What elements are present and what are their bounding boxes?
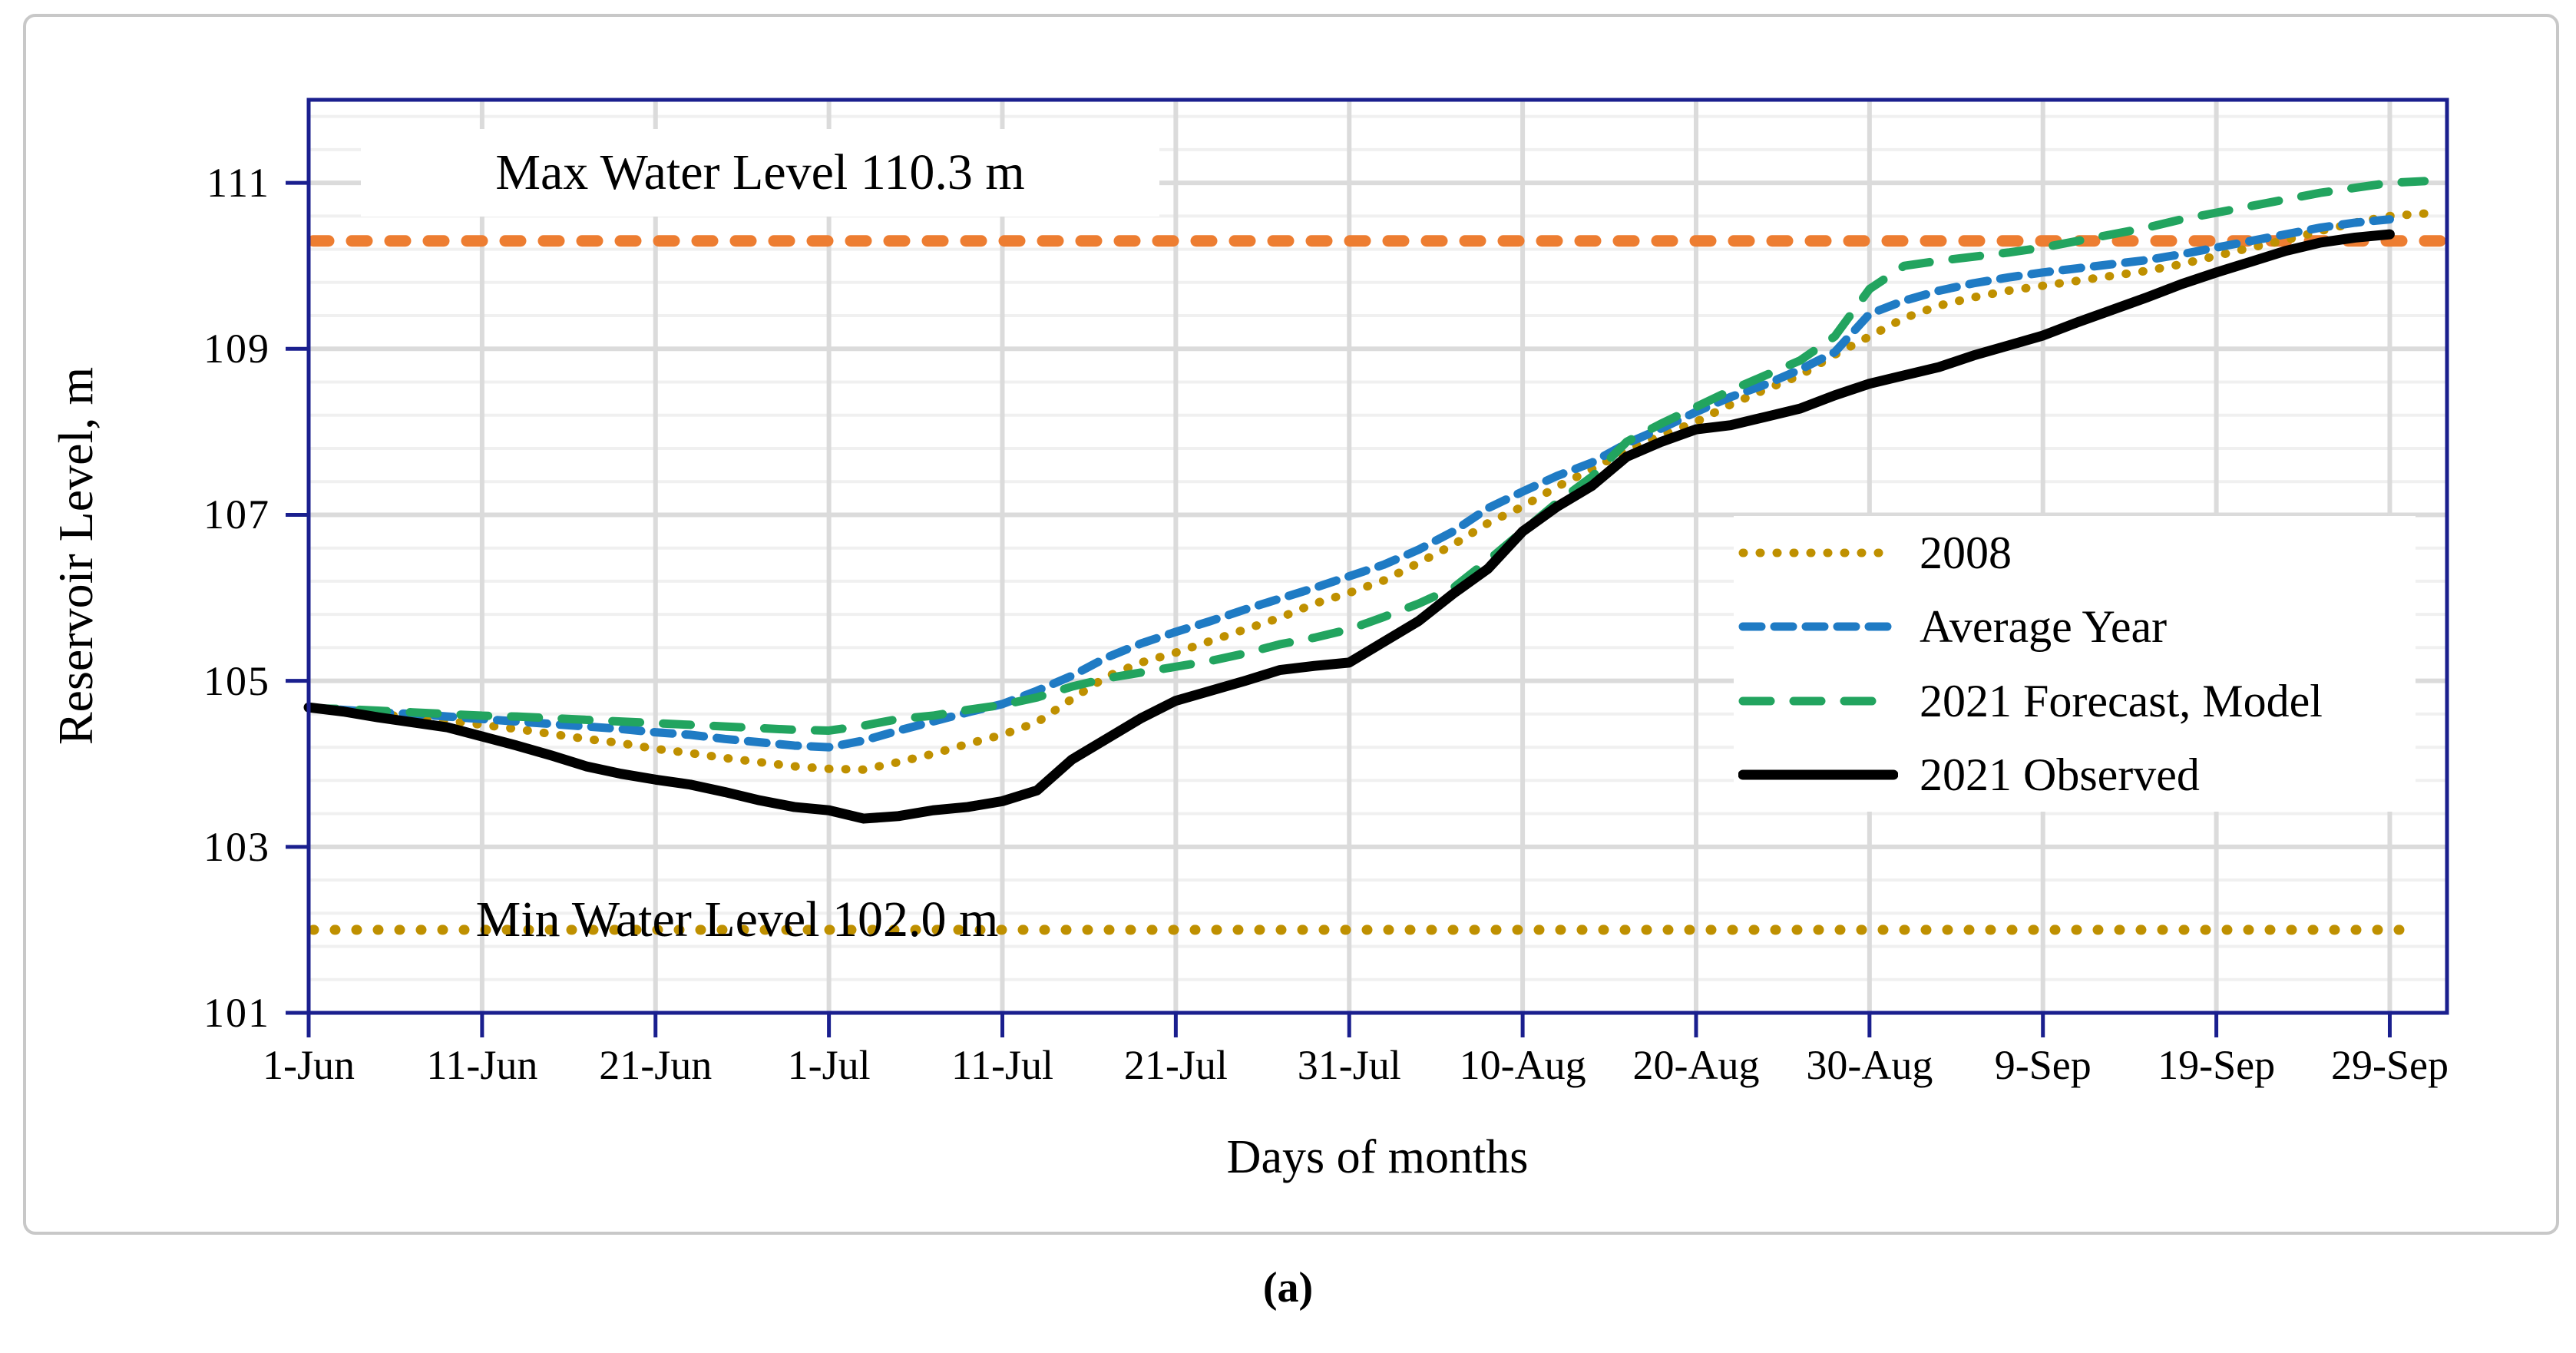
legend-item-2008: 2008 xyxy=(1734,516,2416,590)
max-water-level-annotation: Max Water Level 110.3 m xyxy=(361,129,1159,217)
x-tick-label: 10-Aug xyxy=(1459,1042,1586,1088)
legend: 2008 Average Year 2021 Forecast, Model 2… xyxy=(1734,516,2416,812)
legend-label: 2021 Observed xyxy=(1920,749,2200,800)
dotted-line-swatch-icon xyxy=(1738,548,1898,557)
x-tick-label: 1-Jun xyxy=(263,1042,355,1088)
chart-figure-border xyxy=(23,14,2559,1235)
y-tick-label: 103 xyxy=(203,823,270,870)
series-line-2008 xyxy=(304,209,2429,774)
x-tick-label: 19-Sep xyxy=(2158,1042,2276,1088)
min-water-level-annotation: Min Water Level 102.0 m xyxy=(475,892,999,948)
legend-label: Average Year xyxy=(1920,601,2168,653)
y-axis-title: Reservoir Level, m xyxy=(48,366,103,746)
y-tick-label: 109 xyxy=(203,326,270,372)
x-tick-label: 30-Aug xyxy=(1806,1042,1933,1088)
legend-item-2021-observed: 2021 Observed xyxy=(1734,738,2416,812)
x-tick-label: 29-Sep xyxy=(2330,1042,2449,1088)
x-tick-label: 1-Jul xyxy=(787,1042,871,1088)
x-tick-label: 31-Jul xyxy=(1297,1042,1401,1088)
series-line-2021-forecast-model xyxy=(304,177,2429,735)
legend-label: 2008 xyxy=(1920,528,2012,579)
plot-area-border xyxy=(306,98,2449,1015)
legend-item-average-year: Average Year xyxy=(1734,590,2416,663)
x-tick-label: 11-Jun xyxy=(426,1042,538,1088)
y-tick-label: 107 xyxy=(203,491,270,538)
x-tick-label: 11-Jul xyxy=(951,1042,1053,1088)
solid-line-swatch-icon xyxy=(1738,769,1898,780)
series-line-average-year xyxy=(304,215,2394,752)
x-tick-label: 9-Sep xyxy=(1994,1042,2092,1088)
x-tick-label: 21-Jul xyxy=(1123,1042,1228,1088)
series-line-2021-observed xyxy=(303,229,2395,824)
long-dash-line-swatch-icon xyxy=(1738,696,1898,706)
y-tick-label: 111 xyxy=(207,160,270,207)
x-tick-label: 20-Aug xyxy=(1632,1042,1760,1088)
legend-label: 2021 Forecast, Model xyxy=(1920,675,2323,726)
x-axis-title: Days of months xyxy=(1226,1131,1529,1183)
x-tick-label: 21-Jun xyxy=(599,1042,713,1088)
y-tick-label: 101 xyxy=(203,990,270,1036)
short-dash-line-swatch-icon xyxy=(1738,622,1898,631)
subfigure-caption: (a) xyxy=(1262,1264,1314,1312)
y-tick-label: 105 xyxy=(203,657,270,704)
legend-item-2021-forecast: 2021 Forecast, Model xyxy=(1734,664,2416,738)
